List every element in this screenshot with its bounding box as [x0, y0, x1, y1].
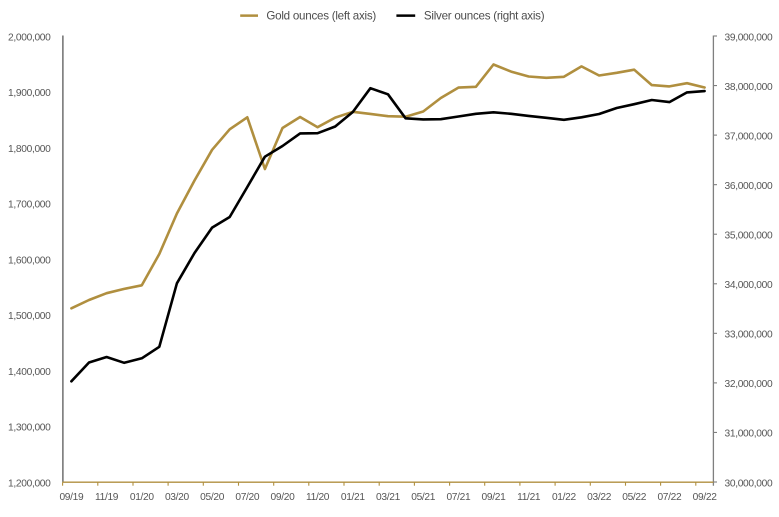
svg-text:1,200,000: 1,200,000 [8, 478, 51, 489]
svg-text:2,000,000: 2,000,000 [8, 32, 51, 43]
svg-text:30,000,000: 30,000,000 [725, 478, 773, 489]
svg-text:36,000,000: 36,000,000 [725, 181, 773, 192]
svg-text:1,500,000: 1,500,000 [8, 311, 51, 322]
svg-text:07/20: 07/20 [235, 492, 260, 503]
svg-text:33,000,000: 33,000,000 [725, 330, 773, 341]
svg-text:11/19: 11/19 [95, 492, 119, 503]
svg-text:03/22: 03/22 [587, 492, 612, 503]
svg-text:1,600,000: 1,600,000 [8, 255, 51, 266]
svg-text:1,400,000: 1,400,000 [8, 367, 51, 378]
svg-text:32,000,000: 32,000,000 [725, 379, 773, 390]
svg-text:37,000,000: 37,000,000 [725, 131, 773, 142]
svg-text:39,000,000: 39,000,000 [725, 32, 773, 43]
svg-text:03/20: 03/20 [165, 492, 190, 503]
svg-text:09/19: 09/19 [59, 492, 84, 503]
svg-text:05/21: 05/21 [411, 492, 436, 503]
svg-text:07/21: 07/21 [446, 492, 471, 503]
svg-text:11/20: 11/20 [306, 492, 330, 503]
svg-text:05/20: 05/20 [200, 492, 225, 503]
svg-text:35,000,000: 35,000,000 [725, 231, 773, 242]
svg-text:34,000,000: 34,000,000 [725, 280, 773, 291]
svg-text:03/21: 03/21 [376, 492, 401, 503]
svg-text:05/22: 05/22 [622, 492, 647, 503]
svg-text:Gold ounces (left axis): Gold ounces (left axis) [266, 10, 376, 23]
svg-text:1,900,000: 1,900,000 [8, 88, 51, 99]
svg-text:1,700,000: 1,700,000 [8, 200, 51, 211]
svg-text:09/22: 09/22 [693, 492, 718, 503]
svg-text:1,800,000: 1,800,000 [8, 144, 51, 155]
svg-text:1,300,000: 1,300,000 [8, 423, 51, 434]
svg-text:Silver ounces (right axis): Silver ounces (right axis) [424, 10, 545, 23]
svg-text:38,000,000: 38,000,000 [725, 82, 773, 93]
svg-text:31,000,000: 31,000,000 [725, 429, 773, 440]
svg-text:09/21: 09/21 [482, 492, 507, 503]
svg-text:09/20: 09/20 [271, 492, 296, 503]
svg-text:07/22: 07/22 [657, 492, 682, 503]
svg-text:01/22: 01/22 [552, 492, 577, 503]
svg-text:01/21: 01/21 [341, 492, 366, 503]
svg-text:11/21: 11/21 [517, 492, 541, 503]
svg-text:01/20: 01/20 [130, 492, 155, 503]
